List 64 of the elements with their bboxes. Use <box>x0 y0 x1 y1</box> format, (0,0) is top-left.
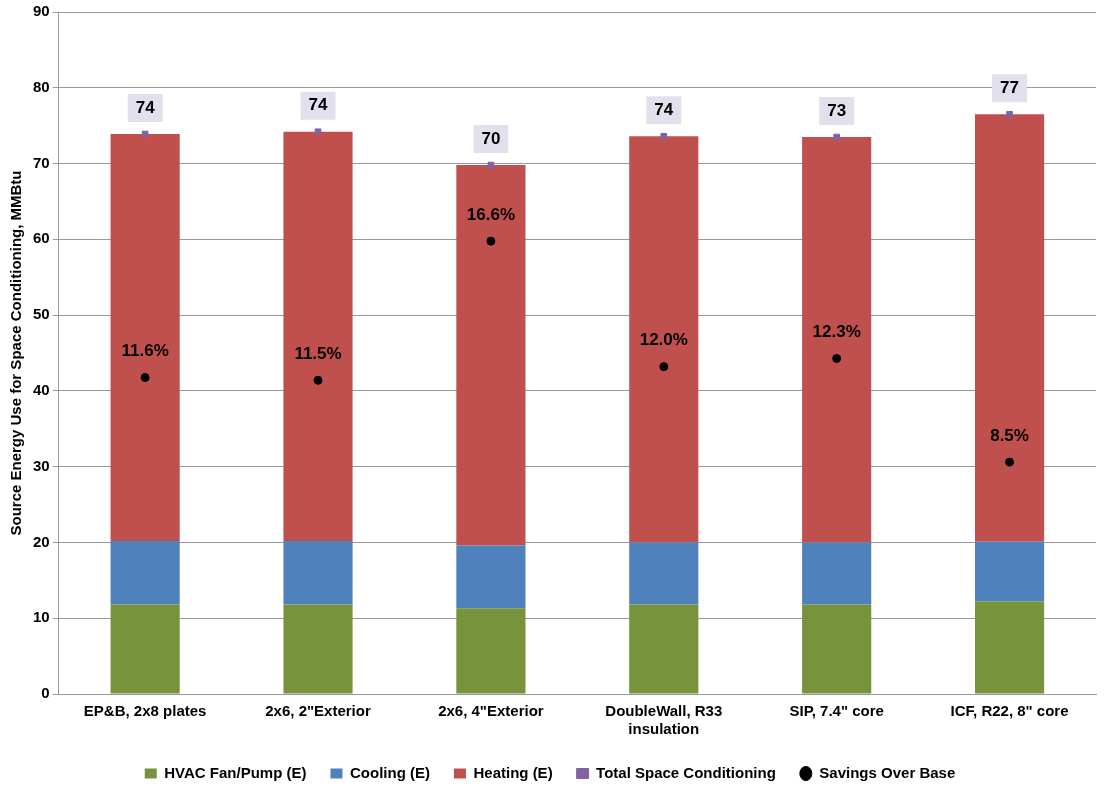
bar <box>802 604 872 694</box>
x-tick-label: 2x6, 2"Exterior <box>265 702 371 720</box>
data-label: 12.3% <box>812 322 861 342</box>
y-tick-label: 90 <box>33 2 50 20</box>
point <box>486 236 496 246</box>
data-label: 12.0% <box>639 330 688 350</box>
y-tick-label: 20 <box>33 532 50 550</box>
data-label: 73 <box>827 100 847 120</box>
bar <box>110 134 180 541</box>
x-tick-label: DoubleWall, R33 insulation <box>605 702 723 738</box>
y-tick-label: 70 <box>33 153 50 171</box>
y-tick-label: 10 <box>33 608 50 626</box>
y-tick-label: 0 <box>41 684 50 702</box>
data-label: 16.6% <box>466 204 515 224</box>
x-tick-label: 2x6, 4"Exterior <box>438 702 544 720</box>
point <box>141 130 149 138</box>
legend-label: HVAC Fan/Pump (E) <box>164 763 307 781</box>
y-tick-label: 50 <box>33 305 50 323</box>
data-label: 77 <box>1000 77 1020 97</box>
x-tick-label: EP&B, 2x8 plates <box>83 702 207 720</box>
bar <box>283 540 353 605</box>
x-tick-label: ICF, R22, 8" core <box>950 702 1069 720</box>
point <box>487 161 495 169</box>
y-axis-title: Source Energy Use for Space Conditioning, MMBtu <box>7 170 25 536</box>
bar <box>456 608 526 694</box>
bar <box>974 541 1045 602</box>
bar <box>802 542 872 605</box>
bar <box>802 137 872 543</box>
x-tick-label: SIP, 7.4" core <box>789 702 884 720</box>
point <box>832 353 842 363</box>
bar <box>974 601 1045 694</box>
data-label: 70 <box>481 128 501 148</box>
bar <box>974 114 1045 542</box>
y-tick-label: 30 <box>33 456 50 474</box>
legend-label: Heating (E) <box>473 763 553 781</box>
bar <box>283 131 353 541</box>
legend-label: Cooling (E) <box>349 763 430 781</box>
bar <box>456 545 526 609</box>
y-tick-label: 60 <box>33 229 50 247</box>
legend-label: Savings Over Base <box>819 763 956 781</box>
point <box>659 362 669 372</box>
data-label: 11.6% <box>121 341 169 361</box>
point <box>660 132 668 140</box>
point <box>833 133 840 141</box>
bar <box>629 542 699 605</box>
point <box>1005 457 1015 467</box>
data-label: 8.5% <box>990 425 1029 445</box>
data-label: 74 <box>654 99 674 119</box>
data-label: 11.5% <box>294 343 342 363</box>
point <box>313 375 323 385</box>
point <box>314 128 322 136</box>
point <box>1006 110 1013 118</box>
legend-label: Total Space Conditioning <box>596 763 776 781</box>
point <box>140 373 150 383</box>
data-label: 74 <box>308 95 329 115</box>
y-tick-label: 80 <box>33 77 50 95</box>
bar <box>629 604 699 694</box>
bar <box>456 165 526 546</box>
bar <box>110 604 180 694</box>
bar <box>110 540 180 605</box>
bar <box>283 604 353 694</box>
bar <box>629 136 699 543</box>
data-label: 74 <box>135 97 156 117</box>
y-tick-label: 40 <box>33 381 50 399</box>
